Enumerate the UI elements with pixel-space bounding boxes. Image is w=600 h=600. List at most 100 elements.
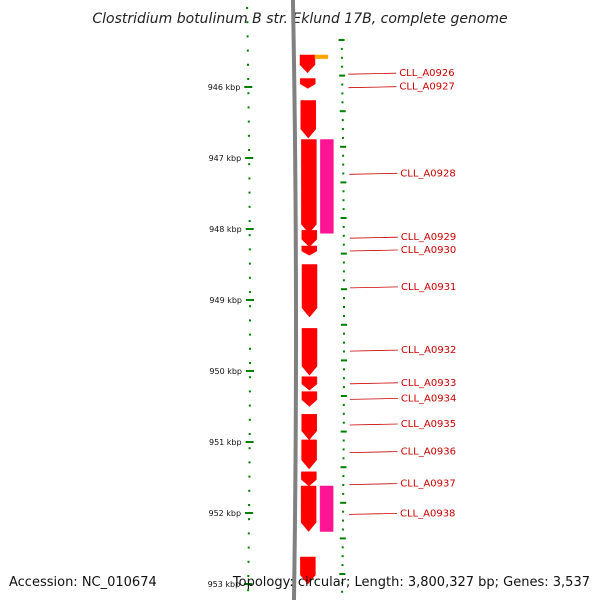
gc-major-tick bbox=[340, 252, 347, 255]
gc-minor-tick bbox=[342, 279, 345, 282]
gc-major-tick bbox=[339, 537, 346, 540]
kbp-minor-tick bbox=[247, 134, 250, 137]
gc-major-tick bbox=[341, 323, 347, 326]
gene-label: CLL_A0937 bbox=[400, 479, 455, 490]
cds-arrow bbox=[301, 439, 317, 470]
gc-minor-tick bbox=[342, 136, 344, 139]
gc-minor-tick bbox=[342, 208, 345, 211]
gene-label-leader bbox=[349, 483, 398, 485]
kbp-minor-tick bbox=[248, 376, 251, 379]
cds-arrow bbox=[300, 100, 317, 139]
gc-minor-tick bbox=[342, 484, 345, 486]
cds-arrow bbox=[300, 485, 317, 532]
gc-minor-tick bbox=[343, 314, 345, 317]
kbp-major-tick bbox=[244, 86, 253, 88]
kbp-minor-tick bbox=[248, 475, 251, 478]
kbp-major-tick bbox=[245, 157, 254, 159]
gc-minor-tick bbox=[342, 439, 345, 442]
gc-minor-tick bbox=[342, 261, 345, 264]
kbp-tick-label: 947 kbp bbox=[209, 154, 242, 163]
kbp-tick-label: 950 kbp bbox=[209, 367, 242, 376]
cds-arrow bbox=[301, 328, 318, 376]
map-title: Clostridium botulinum B str. Eklund 17B,… bbox=[92, 11, 507, 27]
gc-major-tick bbox=[340, 501, 347, 504]
gc-minor-tick bbox=[342, 270, 345, 273]
rna-feature bbox=[320, 139, 334, 234]
gene-label-leader bbox=[348, 72, 397, 75]
gene-label: CLL_A0933 bbox=[401, 378, 456, 389]
kbp-minor-tick bbox=[247, 575, 250, 577]
kbp-minor-tick bbox=[249, 362, 251, 364]
gene-label-leader bbox=[349, 349, 399, 352]
cds-arrow bbox=[301, 245, 318, 256]
gene-label: CLL_A0926 bbox=[399, 68, 454, 79]
gene-label-leader bbox=[349, 236, 398, 239]
kbp-minor-tick bbox=[248, 177, 251, 180]
kbp-minor-tick bbox=[248, 248, 251, 251]
kbp-minor-tick bbox=[247, 120, 250, 123]
kbp-minor-tick bbox=[247, 63, 249, 66]
gc-minor-tick bbox=[342, 386, 345, 389]
gc-minor-tick bbox=[342, 243, 345, 246]
cds-arrow bbox=[301, 471, 317, 487]
cds-arrow bbox=[301, 264, 318, 318]
kbp-tick-label: 946 kbp bbox=[208, 83, 241, 92]
kbp-tick-label: 948 kbp bbox=[209, 225, 242, 234]
kbp-minor-tick bbox=[247, 78, 250, 80]
gc-minor-tick bbox=[341, 581, 344, 584]
kbp-major-tick bbox=[246, 370, 254, 372]
gc-minor-tick bbox=[342, 154, 345, 157]
gc-tick-marks bbox=[338, 39, 347, 593]
kbp-minor-tick bbox=[247, 92, 250, 95]
gc-minor-tick bbox=[343, 368, 345, 371]
kbp-tick-label: 949 kbp bbox=[209, 296, 242, 305]
cds-arrow bbox=[299, 54, 316, 74]
gene-label-group: CLL_A0926 CLL_A0927 CLL_A0928 CLL_A0929 CLL_… bbox=[348, 68, 456, 519]
gc-minor-tick bbox=[342, 234, 345, 237]
kbp-minor-tick bbox=[248, 390, 251, 393]
kbp-minor-tick bbox=[248, 205, 251, 208]
kbp-minor-tick bbox=[249, 291, 251, 293]
gc-minor-tick bbox=[341, 92, 344, 95]
gc-minor-tick bbox=[342, 421, 345, 424]
kbp-minor-tick bbox=[249, 347, 251, 350]
kbp-minor-tick bbox=[246, 49, 249, 52]
gc-major-tick bbox=[340, 395, 347, 397]
genome-backbone bbox=[290, 0, 298, 600]
gc-minor-tick bbox=[342, 492, 345, 495]
gc-minor-tick bbox=[341, 564, 344, 567]
gene-label: CLL_A0929 bbox=[401, 232, 456, 243]
gene-label-leader bbox=[349, 382, 398, 385]
gc-minor-tick bbox=[341, 101, 344, 104]
gc-major-tick bbox=[338, 39, 345, 41]
kbp-minor-tick bbox=[248, 276, 251, 279]
gc-minor-tick bbox=[342, 190, 345, 193]
kbp-minor-tick bbox=[247, 532, 250, 535]
gc-major-tick bbox=[339, 573, 346, 575]
gc-minor-tick bbox=[343, 350, 345, 353]
gc-minor-tick bbox=[341, 528, 344, 531]
kbp-major-tick bbox=[245, 441, 254, 443]
kbp-minor-tick bbox=[248, 262, 251, 265]
gene-label-leader bbox=[349, 398, 398, 400]
cds-arrow bbox=[301, 139, 317, 234]
gc-minor-tick bbox=[342, 475, 345, 478]
kbp-major-tick bbox=[246, 299, 254, 301]
gc-minor-tick bbox=[341, 555, 344, 558]
gc-minor-tick bbox=[343, 297, 345, 300]
gene-label: CLL_A0935 bbox=[401, 419, 456, 430]
gc-minor-tick bbox=[342, 199, 345, 202]
gc-minor-tick bbox=[342, 172, 345, 175]
gc-minor-tick bbox=[342, 225, 345, 228]
kbp-minor-tick bbox=[248, 418, 251, 421]
kbp-tick-label: 952 kbp bbox=[208, 509, 241, 518]
gc-minor-tick bbox=[342, 457, 345, 460]
kbp-minor-tick bbox=[246, 21, 249, 24]
kbp-minor-tick bbox=[248, 191, 251, 194]
topology-text: Topology: circular; Length: 3,800,327 bp… bbox=[232, 575, 590, 590]
kbp-minor-tick bbox=[249, 333, 251, 336]
gene-label-leader bbox=[349, 172, 398, 175]
other-feature bbox=[314, 54, 329, 59]
gc-minor-tick bbox=[340, 47, 343, 50]
